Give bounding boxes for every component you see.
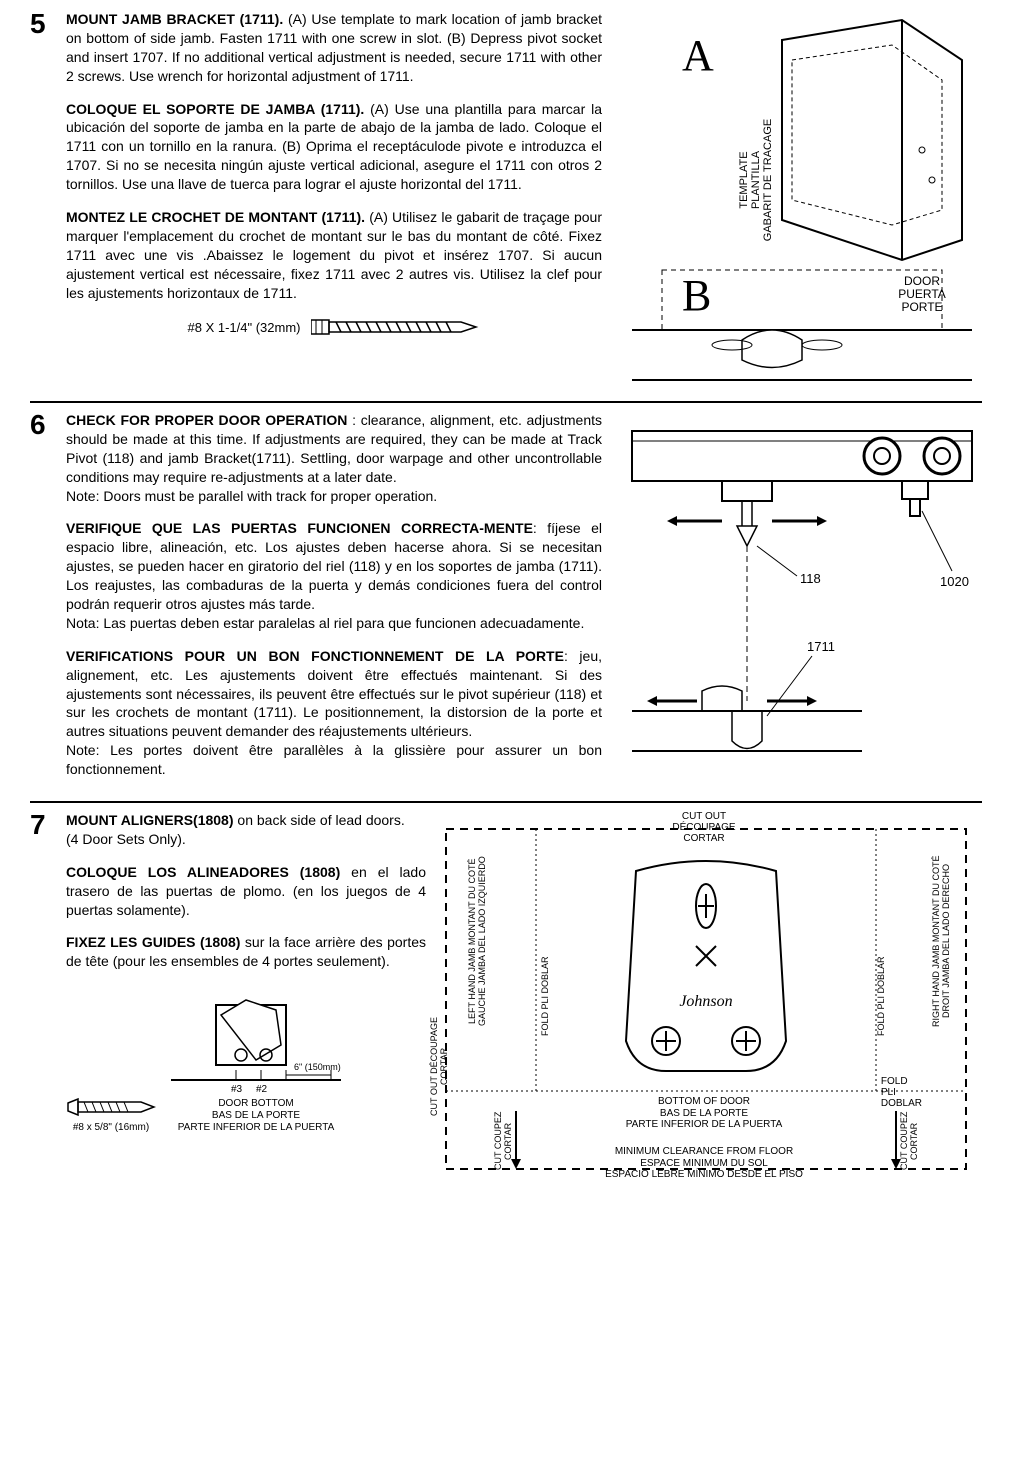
svg-text:GABARIT DE TRACAGE: GABARIT DE TRACAGE — [762, 119, 774, 241]
step5-fr-title: MONTEZ LE CROCHET DE MONTANT (1711). — [66, 209, 365, 225]
step-5: 5 MOUNT JAMB BRACKET (1711). (A) Use tem… — [30, 10, 982, 393]
step-7: 7 MOUNT ALIGNERS(1808) on back side of l… — [30, 811, 982, 1191]
screw-label-7: #8 x 5/8" (16mm) — [66, 1122, 156, 1134]
door-bottom-label: DOOR BOTTOM BAS DE LA PORTE PARTE INFERI… — [166, 1098, 346, 1134]
step6-text: CHECK FOR PROPER DOOR OPERATION : cleara… — [66, 411, 602, 793]
step-number: 5 — [30, 10, 54, 38]
screw-icon — [311, 316, 481, 338]
step5-diagram: A B TEMPLATE PLANTILLA GABARIT DE TRACAG… — [622, 10, 982, 393]
s7-es-title: COLOQUE LOS ALINEADORES (1808) — [66, 864, 340, 880]
svg-text:PORTE: PORTE — [901, 300, 942, 314]
screw-label: #8 X 1-1/4" (32mm) — [188, 320, 301, 335]
svg-text:TEMPLATE: TEMPLATE — [738, 151, 750, 208]
label-1020: 1020 — [940, 574, 969, 589]
svg-text:DOOR: DOOR — [904, 274, 940, 288]
svg-text:6" (150mm): 6" (150mm) — [294, 1062, 341, 1072]
right-jamb-label: RIGHT HAND JAMB MONTANT DU COTÉ DROIT JA… — [932, 851, 952, 1031]
svg-text:#2: #2 — [256, 1084, 268, 1095]
divider — [30, 401, 982, 403]
step-number: 7 — [30, 811, 54, 839]
min-clear-label: MINIMUM CLEARANCE FROM FLOOR ESPACE MINI… — [426, 1146, 982, 1181]
svg-text:Johnson: Johnson — [679, 993, 732, 1010]
s7-en-note: (4 Door Sets Only). — [66, 831, 186, 847]
s6-es-note: Nota: Las puertas deben estar paralelas … — [66, 615, 584, 631]
label-118: 118 — [800, 571, 821, 586]
svg-text:PLANTILLA: PLANTILLA — [750, 150, 762, 209]
s6-es-title: VERIFIQUE QUE LAS PUERTAS FUNCIONEN CORR… — [66, 520, 533, 536]
s6-fr-title: VERIFICATIONS POUR UN BON FONCTIONNEMENT… — [66, 648, 564, 664]
screw-icon-small — [66, 1095, 156, 1119]
step5-text: MOUNT JAMB BRACKET (1711). (A) Use templ… — [66, 10, 602, 393]
divider — [30, 801, 982, 803]
s6-fr-note: Note: Les portes doivent être parallèles… — [66, 742, 602, 777]
step5-es-title: COLOQUE EL SOPORTE DE JAMBA (1711). — [66, 101, 364, 117]
aligner-diagram: #3 #2 6" (150mm) — [166, 985, 346, 1095]
s7-en-title: MOUNT ALIGNERS(1808) — [66, 812, 234, 828]
label-A: A — [682, 31, 714, 80]
svg-text:#3: #3 — [231, 1084, 243, 1095]
step7-template: CUT OUT DÉCOUPAGE CORTAR — [426, 811, 982, 1191]
fold-right-v: FOLD PLI DOBLAR — [877, 941, 887, 1051]
left-jamb-label: LEFT HAND JAMB MONTANT DU COTÉ GAUCHE JA… — [468, 851, 488, 1031]
step7-text: MOUNT ALIGNERS(1808) on back side of lea… — [66, 811, 426, 1134]
screw-spec-row: #8 X 1-1/4" (32mm) — [66, 316, 602, 338]
step5-en-title: MOUNT JAMB BRACKET (1711). — [66, 11, 283, 27]
s7-en-body: on back side of lead doors. — [234, 812, 405, 828]
label-B: B — [682, 271, 711, 320]
step6-diagram: 118 1020 1711 — [622, 411, 982, 793]
svg-text:PUERTA: PUERTA — [898, 287, 946, 301]
s6-en-title: CHECK FOR PROPER DOOR OPERATION — [66, 412, 347, 428]
fold-left: FOLD PLI DOBLAR — [541, 941, 551, 1051]
step-number: 6 — [30, 411, 54, 439]
step-6: 6 CHECK FOR PROPER DOOR OPERATION : clea… — [30, 411, 982, 793]
label-1711: 1711 — [807, 639, 835, 654]
s7-fr-title: FIXEZ LES GUIDES (1808) — [66, 934, 240, 950]
s6-en-note: Note: Doors must be parallel with track … — [66, 488, 437, 504]
bottom-door-label: BOTTOM OF DOOR BAS DE LA PORTE PARTE INF… — [426, 1096, 982, 1131]
